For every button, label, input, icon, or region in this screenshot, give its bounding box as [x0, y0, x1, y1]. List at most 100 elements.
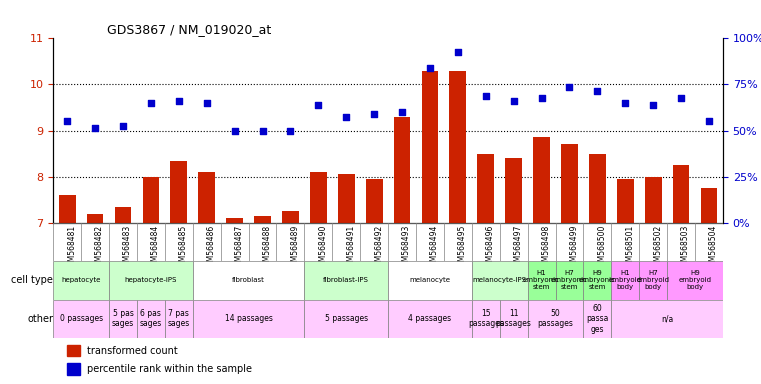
Text: hepatocyte: hepatocyte: [62, 277, 101, 283]
Text: hepatocyte-iPS: hepatocyte-iPS: [125, 277, 177, 283]
Text: GSM568493: GSM568493: [402, 225, 411, 271]
Bar: [393, 117, 410, 223]
Text: GSM568503: GSM568503: [681, 225, 690, 271]
FancyBboxPatch shape: [193, 261, 304, 300]
Text: GSM568483: GSM568483: [123, 225, 132, 271]
Text: GSM568489: GSM568489: [291, 225, 299, 271]
Text: GSM568496: GSM568496: [486, 225, 495, 271]
Bar: [561, 144, 578, 223]
Text: GSM568494: GSM568494: [430, 225, 439, 271]
Point: [285, 127, 297, 134]
FancyBboxPatch shape: [611, 300, 723, 338]
Text: melanocyte: melanocyte: [409, 277, 451, 283]
Text: GSM568498: GSM568498: [542, 225, 550, 271]
Bar: [533, 137, 550, 223]
Text: melanocyte-IPS: melanocyte-IPS: [473, 277, 527, 283]
Text: GSM568492: GSM568492: [374, 225, 383, 271]
FancyBboxPatch shape: [527, 300, 584, 338]
Point: [675, 95, 687, 101]
Text: 5 passages: 5 passages: [325, 314, 368, 323]
FancyBboxPatch shape: [472, 300, 500, 338]
Point: [89, 125, 101, 131]
Text: fibroblast: fibroblast: [232, 277, 265, 283]
Point: [228, 127, 240, 134]
Point: [647, 102, 659, 108]
Text: cell type: cell type: [11, 275, 53, 285]
FancyBboxPatch shape: [193, 300, 304, 338]
Text: GDS3867 / NM_019020_at: GDS3867 / NM_019020_at: [107, 23, 271, 36]
Bar: [115, 207, 132, 223]
Bar: [87, 214, 103, 223]
Bar: [310, 172, 326, 223]
Bar: [422, 71, 438, 223]
Point: [479, 93, 492, 99]
Text: GSM568485: GSM568485: [179, 225, 188, 271]
Bar: [505, 158, 522, 223]
FancyBboxPatch shape: [304, 300, 388, 338]
Bar: [142, 177, 159, 223]
Bar: [170, 161, 187, 223]
FancyBboxPatch shape: [53, 300, 109, 338]
Text: 5 pas
sages: 5 pas sages: [112, 309, 134, 328]
Text: GSM568499: GSM568499: [569, 225, 578, 271]
Text: n/a: n/a: [661, 314, 673, 323]
FancyBboxPatch shape: [556, 261, 584, 300]
Bar: [617, 179, 634, 223]
Point: [340, 114, 352, 120]
Bar: [701, 188, 718, 223]
FancyBboxPatch shape: [137, 300, 165, 338]
Text: H7
embryoid
body: H7 embryoid body: [637, 270, 670, 290]
Text: 7 pas
sages: 7 pas sages: [167, 309, 190, 328]
FancyBboxPatch shape: [500, 300, 527, 338]
FancyBboxPatch shape: [639, 261, 667, 300]
Text: GSM568504: GSM568504: [709, 225, 718, 271]
Bar: [366, 179, 383, 223]
Text: 4 passages: 4 passages: [409, 314, 451, 323]
Point: [424, 65, 436, 71]
Point: [563, 84, 575, 90]
Text: GSM568484: GSM568484: [151, 225, 160, 271]
Text: H7
embryonic
stem: H7 embryonic stem: [551, 270, 588, 290]
Point: [201, 100, 213, 106]
Point: [508, 98, 520, 104]
Point: [368, 111, 380, 118]
Bar: [226, 218, 243, 223]
Bar: [477, 154, 494, 223]
Point: [396, 109, 408, 115]
Point: [452, 49, 464, 55]
FancyBboxPatch shape: [472, 261, 527, 300]
Text: GSM568495: GSM568495: [458, 225, 466, 271]
Text: 6 pas
sages: 6 pas sages: [140, 309, 162, 328]
Text: percentile rank within the sample: percentile rank within the sample: [87, 364, 252, 374]
FancyBboxPatch shape: [611, 261, 639, 300]
Point: [145, 100, 157, 106]
Point: [61, 118, 73, 124]
Text: GSM568487: GSM568487: [234, 225, 244, 271]
Point: [536, 95, 548, 101]
Text: fibroblast-IPS: fibroblast-IPS: [323, 277, 369, 283]
Text: transformed count: transformed count: [87, 346, 177, 356]
FancyBboxPatch shape: [109, 261, 193, 300]
FancyBboxPatch shape: [584, 261, 611, 300]
Text: 14 passages: 14 passages: [224, 314, 272, 323]
Point: [312, 102, 324, 108]
FancyBboxPatch shape: [388, 300, 472, 338]
Text: GSM568481: GSM568481: [67, 225, 76, 271]
Point: [256, 127, 269, 134]
Text: H1
embryoid
body: H1 embryoid body: [609, 270, 642, 290]
Text: 50
passages: 50 passages: [537, 309, 574, 328]
Point: [703, 118, 715, 124]
FancyBboxPatch shape: [388, 261, 472, 300]
Point: [591, 88, 603, 94]
Text: GSM568497: GSM568497: [514, 225, 523, 271]
Bar: [59, 195, 75, 223]
Text: other: other: [27, 314, 53, 324]
Bar: [673, 165, 689, 223]
Text: GSM568486: GSM568486: [207, 225, 215, 271]
FancyBboxPatch shape: [304, 261, 388, 300]
Bar: [282, 211, 299, 223]
Text: 0 passages: 0 passages: [59, 314, 103, 323]
Text: GSM568488: GSM568488: [263, 225, 272, 271]
Point: [117, 123, 129, 129]
Bar: [199, 172, 215, 223]
